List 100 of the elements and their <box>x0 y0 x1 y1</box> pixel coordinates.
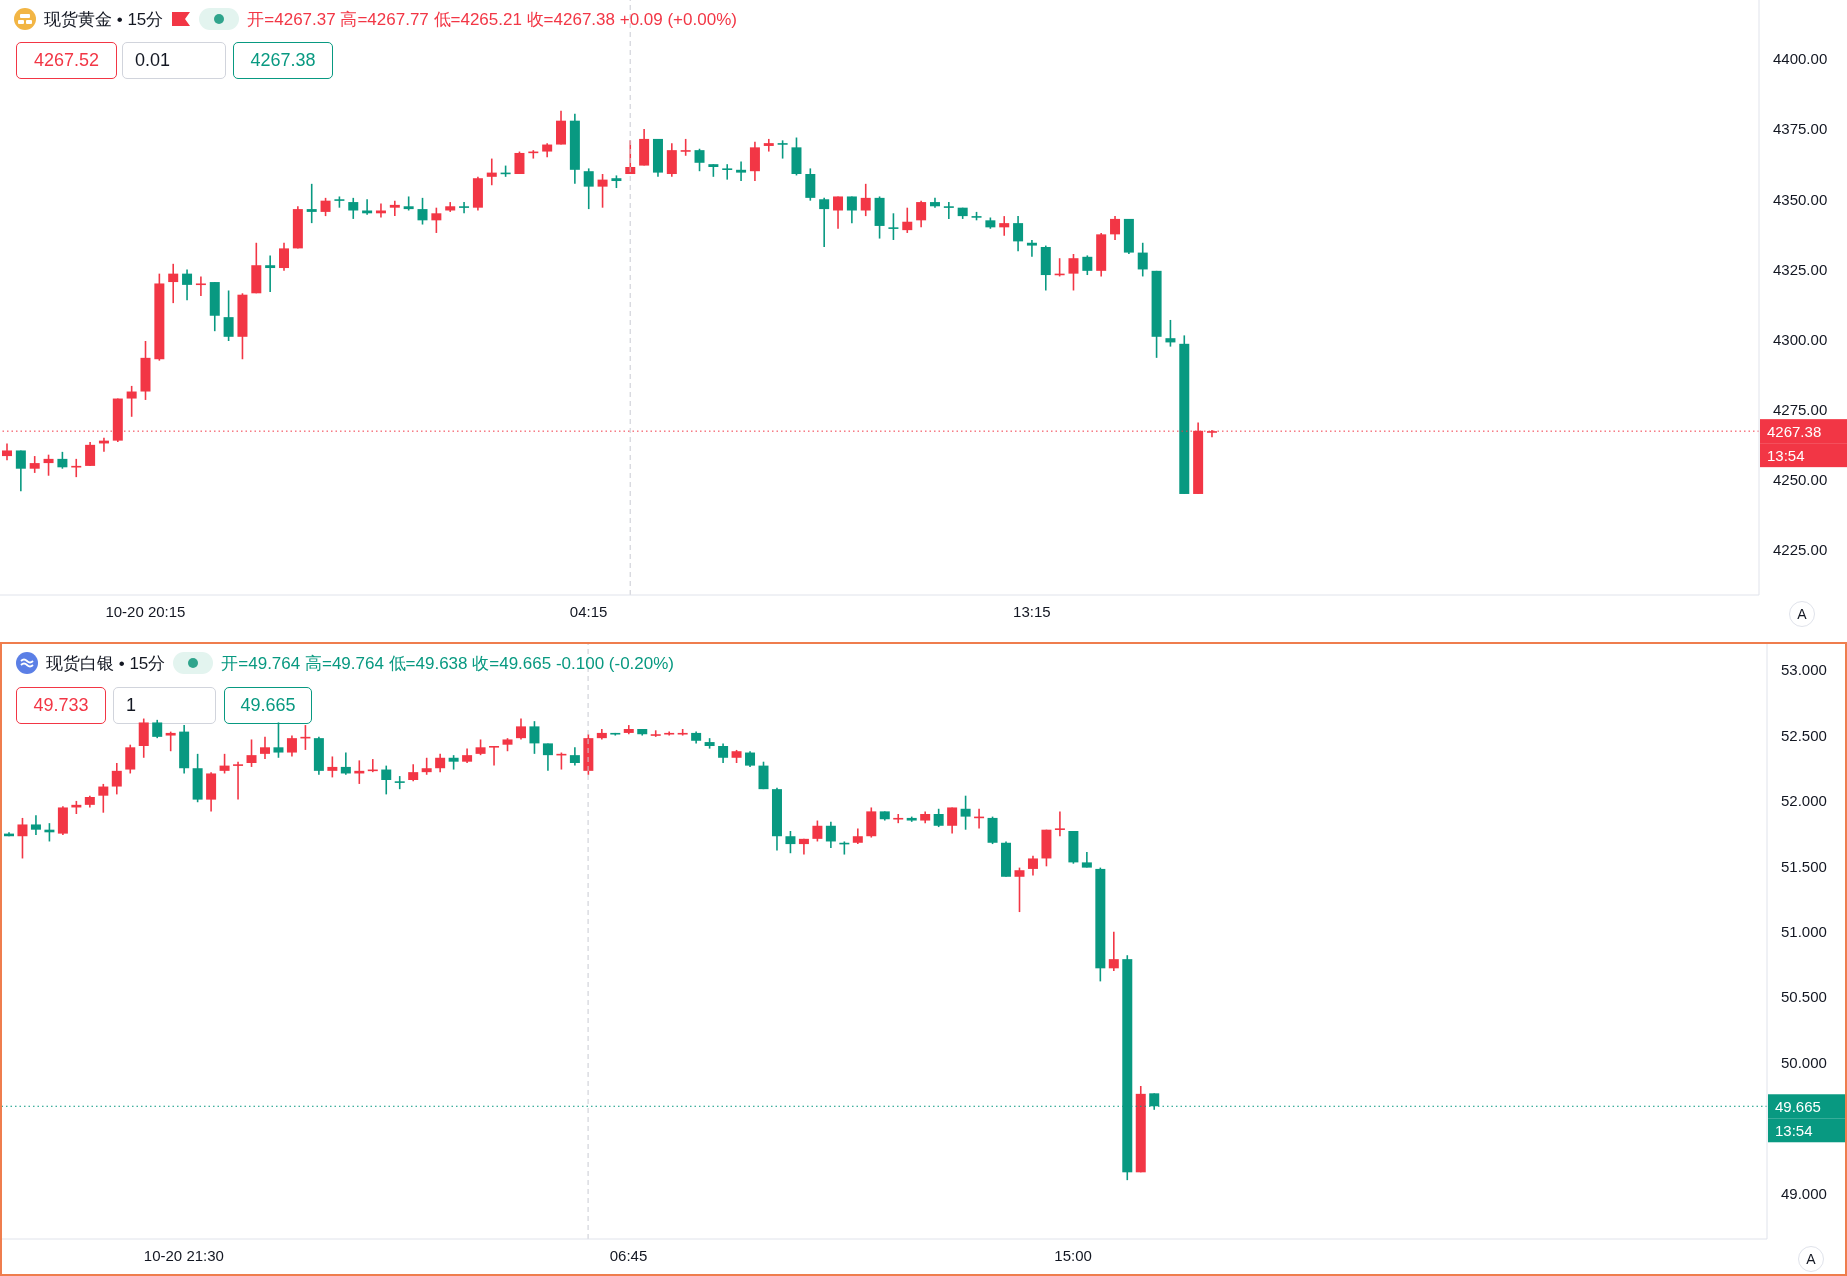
text: 13:54 <box>1775 1121 1813 1139</box>
candlestick <box>583 167 594 210</box>
y-tick-label: 52.500 <box>1781 726 1827 744</box>
annotation: 0.01 <box>135 50 171 71</box>
annotation: 4267.52 <box>16 42 117 79</box>
candlestick <box>860 183 871 217</box>
y-tick-label: 4325.00 <box>1773 260 1828 278</box>
candlestick <box>933 807 944 828</box>
candlestick <box>1013 215 1024 252</box>
candlestick <box>749 140 760 182</box>
candlestick <box>98 783 109 814</box>
candlestick <box>381 764 392 796</box>
candlestick <box>435 753 446 773</box>
candlestick <box>362 198 373 216</box>
text: A <box>1789 601 1815 627</box>
candlestick <box>805 167 816 202</box>
candlestick <box>126 385 137 418</box>
candlestick <box>1082 254 1093 276</box>
candlestick <box>694 147 705 172</box>
candlestick <box>279 241 290 272</box>
candlestick <box>43 453 54 477</box>
candlestick <box>168 263 179 304</box>
candlestick <box>777 139 788 160</box>
candlestick <box>30 814 41 836</box>
text: 开=49.764 高=49.764 低=49.638 收=49.665 -0.100 (-0.20%) <box>221 652 675 675</box>
candlestick <box>736 160 747 182</box>
candlestick <box>111 762 122 796</box>
candlestick <box>233 760 244 801</box>
candlestick <box>960 794 971 831</box>
y-tick-label: 4250.00 <box>1773 471 1828 489</box>
y-tick-label: 4350.00 <box>1773 190 1828 208</box>
candlestick <box>999 215 1010 237</box>
candlestick <box>943 201 954 220</box>
candlestick <box>340 751 351 776</box>
annotation: 49.665 <box>224 687 312 724</box>
ref-line-label: 49.665 <box>1775 1097 1821 1115</box>
candlestick <box>223 289 234 342</box>
input-field: 0.01 <box>122 42 226 79</box>
candlestick <box>375 202 386 219</box>
candlestick <box>529 720 540 755</box>
candlestick <box>165 730 176 753</box>
candlestick <box>1014 866 1025 913</box>
candlestick <box>182 268 193 302</box>
candlestick <box>125 743 136 775</box>
candlestick <box>417 197 428 226</box>
y-tick-label: 53.000 <box>1781 661 1827 679</box>
candlestick <box>1054 810 1065 838</box>
candlestick <box>763 138 774 153</box>
x-tick-label: 06:45 <box>609 1246 648 1264</box>
text: 现货白银 • 15分 <box>46 652 166 675</box>
y-tick-label: 52.000 <box>1781 792 1827 810</box>
candlestick <box>246 738 257 768</box>
candlestick <box>327 755 338 779</box>
candlestick <box>1108 930 1119 972</box>
annotation: 49.733 <box>16 687 106 724</box>
candlestick <box>459 201 470 215</box>
candlestick <box>556 110 567 146</box>
candlestick <box>389 199 400 217</box>
candlestick <box>195 275 206 297</box>
text: 开=4267.37 高=4267.77 低=4265.21 收=4267.38 +0.09 (+0.00%) <box>247 8 737 31</box>
candlestick <box>825 821 836 849</box>
y-tick-label: 51.500 <box>1781 857 1827 875</box>
candlestick <box>893 813 904 824</box>
candlestick <box>320 197 331 217</box>
candlestick <box>1068 253 1079 292</box>
candlestick <box>1137 241 1148 278</box>
candlestick <box>597 173 608 209</box>
candlestick <box>1110 215 1121 241</box>
y-tick-label: 4400.00 <box>1773 50 1828 68</box>
y-tick-label: 4275.00 <box>1773 401 1828 419</box>
candlestick <box>152 719 163 739</box>
candlestick <box>542 742 553 772</box>
candlestick <box>431 206 442 234</box>
x-tick-label: 10-20 21:30 <box>143 1246 224 1264</box>
text: A <box>1798 1246 1824 1272</box>
candlestick <box>1165 319 1176 348</box>
x-tick-label: 04:15 <box>569 602 608 620</box>
candlestick <box>916 199 927 229</box>
candlestick <box>902 206 913 234</box>
x-tick-label: 10-20 20:15 <box>105 602 186 620</box>
candlestick <box>812 819 823 843</box>
candlestick <box>785 830 796 855</box>
y-tick-label: 51.000 <box>1781 923 1827 941</box>
candlestick <box>666 142 677 178</box>
candlestick <box>722 163 733 181</box>
candlestick <box>265 254 276 293</box>
candlestick <box>348 197 359 220</box>
candlestick <box>888 212 899 241</box>
candlestick <box>846 195 857 224</box>
candlestick <box>15 449 26 492</box>
input-field: 1 <box>113 687 216 724</box>
candlestick <box>306 183 317 224</box>
y-tick-label: 4375.00 <box>1773 120 1828 138</box>
candlestick <box>569 746 580 767</box>
candlestick <box>1027 855 1038 877</box>
candlestick <box>833 195 844 230</box>
candlestick <box>138 717 149 759</box>
candlestick <box>947 806 958 835</box>
candlestick <box>515 717 526 741</box>
annotation: 1 <box>126 695 137 716</box>
